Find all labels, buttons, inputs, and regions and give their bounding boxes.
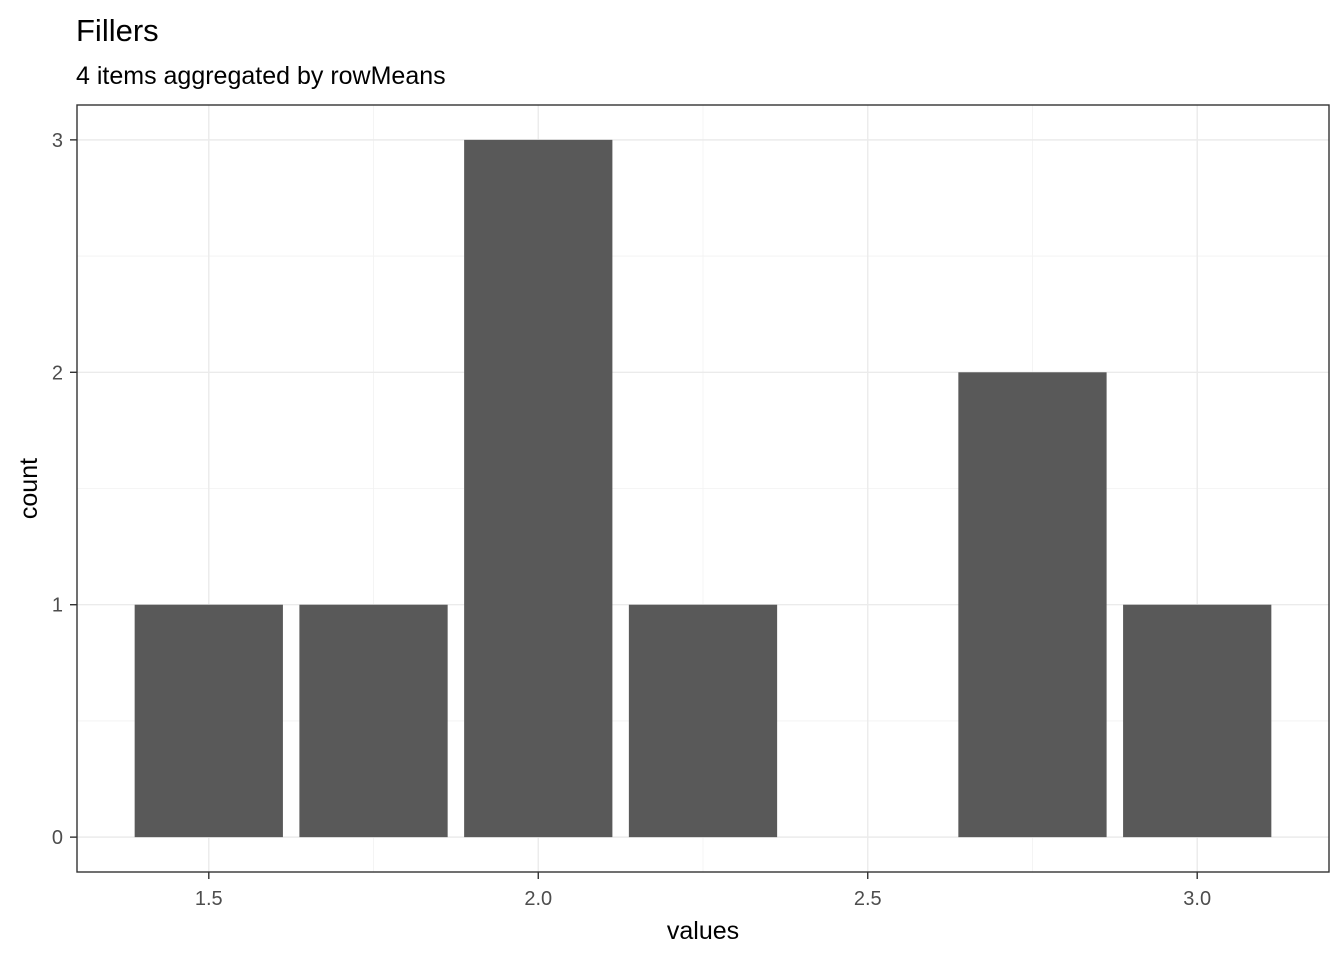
y-tick-label: 3 <box>52 130 63 152</box>
x-tick-label: 1.5 <box>195 888 223 910</box>
y-axis-title: count <box>15 458 43 519</box>
chart-subtitle: 4 items aggregated by rowMeans <box>76 62 446 90</box>
histogram-bar <box>958 372 1107 838</box>
chart-title: Fillers <box>76 13 159 48</box>
bar-layer <box>134 139 1272 838</box>
grid-layer <box>77 105 1329 872</box>
histogram-bar <box>628 604 778 838</box>
panel-border <box>76 104 1330 873</box>
histogram-bar <box>134 604 283 838</box>
x-tick-label: 2.0 <box>524 888 552 910</box>
x-tick-label: 2.5 <box>854 888 882 910</box>
y-tick-label: 2 <box>52 362 63 384</box>
histogram-bar <box>1123 604 1272 838</box>
y-tick-label: 1 <box>52 595 63 617</box>
axis-layer: 1.5 2.0 2.5 3.0 0 1 2 3 <box>52 130 1211 910</box>
x-axis-title: values <box>667 917 739 945</box>
histogram-bar <box>464 139 613 838</box>
y-tick-label: 0 <box>52 827 63 849</box>
histogram-bar <box>299 604 448 838</box>
x-tick-label: 3.0 <box>1183 888 1211 910</box>
